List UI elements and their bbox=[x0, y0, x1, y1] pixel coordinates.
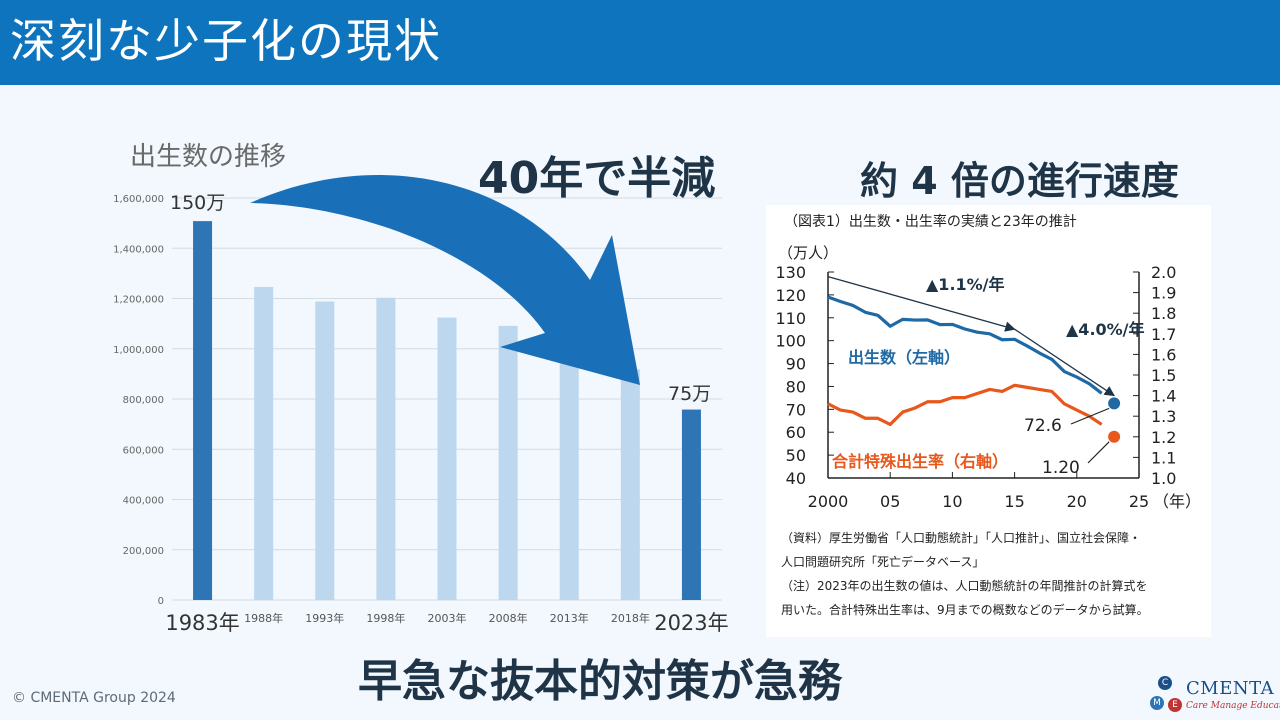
logo-dot-e: E bbox=[1168, 698, 1182, 712]
decline-arrow bbox=[250, 174, 640, 385]
x-tick-label: 05 bbox=[880, 492, 900, 511]
logo-dot-m: M bbox=[1150, 696, 1164, 710]
left-tick-label: 70 bbox=[786, 400, 806, 419]
bar-1983年 bbox=[193, 221, 213, 601]
bar-1993年 bbox=[315, 301, 335, 600]
bar-1988年 bbox=[254, 286, 274, 600]
left-tick-label: 100 bbox=[775, 332, 806, 351]
trend-arrow bbox=[1014, 328, 1115, 397]
right-tick-label: 1.3 bbox=[1151, 407, 1176, 426]
callout-line-births bbox=[1070, 407, 1110, 425]
birth-count-bar-chart: 出生数の推移 0 200,000 400,000 600,000 800,000 1,000… bbox=[113, 142, 729, 635]
y-tick-label: 1,400,000 bbox=[113, 244, 164, 255]
left-tick-label: 80 bbox=[786, 377, 806, 396]
y-tick-label: 1,200,000 bbox=[113, 295, 164, 306]
projection-point-0 bbox=[1108, 397, 1121, 410]
x-tick-label: 1993年 bbox=[305, 611, 344, 625]
right-tick-label: 2.0 bbox=[1151, 263, 1176, 282]
x-tick-label: 2000 bbox=[808, 492, 849, 511]
inset-title: （図表1）出生数・出生率の実績と23年の推計 bbox=[784, 213, 1077, 230]
bar-1998年 bbox=[376, 297, 396, 600]
trend-label: ▲4.0%/年 bbox=[1066, 320, 1145, 339]
left-tick-label: 130 bbox=[775, 263, 806, 282]
x-tick-label: 25 bbox=[1129, 492, 1149, 511]
x-tick-label: 2003年 bbox=[428, 611, 467, 625]
logo-dot-c: C bbox=[1158, 676, 1172, 690]
bar-2003年 bbox=[437, 317, 457, 600]
x-tick-label: 2013年 bbox=[550, 611, 589, 625]
cmenta-logo: C M E CMENTA Care Manage Educate bbox=[1148, 674, 1280, 718]
x-tick-label: 2023年 bbox=[654, 611, 728, 635]
projection-label-tfr: 1.20 bbox=[1042, 458, 1080, 478]
x-tick-label: 2018年 bbox=[611, 611, 650, 625]
copyright: © CMENTA Group 2024 bbox=[12, 690, 176, 706]
y-tick-label: 0 bbox=[158, 596, 164, 607]
headline-bottom: 早急な抜本的対策が急務 bbox=[358, 656, 842, 707]
x-tick-label: 10 bbox=[942, 492, 962, 511]
source-note-1: （資料）厚生労働省「人口動態統計」「人口推計」、国立社会保障・ bbox=[781, 531, 1142, 545]
right-tick-label: 1.2 bbox=[1151, 428, 1176, 447]
bar-2023年 bbox=[681, 409, 701, 600]
x-tick-label: 20 bbox=[1067, 492, 1087, 511]
bar-2008年 bbox=[498, 325, 518, 600]
headline-half: 40年で半減 bbox=[478, 153, 716, 204]
logo-name: CMENTA bbox=[1186, 678, 1275, 699]
note-1: （注）2023年の出生数の値は、人口動態統計の年間推計の計算式を bbox=[781, 579, 1148, 593]
y-tick-label: 600,000 bbox=[123, 445, 164, 456]
left-tick-label: 120 bbox=[775, 286, 806, 305]
y-tick-label: 1,600,000 bbox=[113, 194, 164, 205]
right-tick-label: 1.1 bbox=[1151, 448, 1176, 467]
right-tick-label: 1.7 bbox=[1151, 325, 1176, 344]
right-tick-label: 1.4 bbox=[1151, 387, 1176, 406]
series-line-1 bbox=[827, 383, 1103, 427]
right-tick-label: 1.8 bbox=[1151, 304, 1176, 323]
y-tick-label: 400,000 bbox=[123, 496, 164, 507]
x-tick-label: 15 bbox=[1004, 492, 1024, 511]
page-title: 深刻な少子化の現状 bbox=[10, 14, 442, 68]
title-bar: 深刻な少子化の現状 bbox=[0, 0, 1280, 85]
bar-chart-title: 出生数の推移 bbox=[130, 142, 286, 172]
y-tick-label: 200,000 bbox=[123, 546, 164, 557]
x-tick-label: 1988年 bbox=[244, 611, 283, 625]
headline-pace: 約 4 倍の進行速度 bbox=[860, 159, 1179, 203]
x-axis-unit: （年） bbox=[1153, 492, 1201, 511]
left-tick-label: 90 bbox=[786, 355, 806, 374]
left-tick-label: 40 bbox=[786, 469, 806, 488]
left-tick-label: 110 bbox=[775, 309, 806, 328]
start-value-label: 150万 bbox=[170, 192, 225, 214]
callout-line-tfr bbox=[1087, 441, 1110, 464]
source-note-2: 人口問題研究所「死亡データベース」 bbox=[781, 555, 985, 569]
x-tick-label: 2008年 bbox=[489, 611, 528, 625]
left-tick-label: 60 bbox=[786, 423, 806, 442]
right-tick-label: 1.9 bbox=[1151, 284, 1176, 303]
series-label-0: 出生数（左軸） bbox=[848, 348, 960, 367]
projection-point-1 bbox=[1108, 430, 1121, 443]
series-line-0 bbox=[827, 295, 1103, 395]
logo-tagline: Care Manage Educate bbox=[1186, 701, 1280, 711]
bar-2013年 bbox=[559, 341, 579, 600]
left-axis-unit: （万人） bbox=[778, 244, 838, 262]
trend-arrow bbox=[827, 275, 1016, 332]
right-tick-label: 1.0 bbox=[1151, 469, 1176, 488]
inset-line-chart-panel: （図表1）出生数・出生率の実績と23年の推計 （万人） 40 50 60 70 80 90 10… bbox=[766, 205, 1211, 637]
right-tick-label: 1.6 bbox=[1151, 345, 1176, 364]
projection-label-births: 72.6 bbox=[1024, 416, 1062, 436]
x-tick-label: 1983年 bbox=[165, 611, 239, 635]
end-value-label: 75万 bbox=[668, 383, 711, 405]
inset-line-chart: （図表1）出生数・出生率の実績と23年の推計 （万人） 40 50 60 70 80 90 10… bbox=[775, 213, 1201, 511]
series-label-1: 合計特殊出生率（右軸） bbox=[832, 452, 1008, 471]
trend-label: ▲1.1%/年 bbox=[926, 275, 1005, 294]
left-tick-label: 50 bbox=[786, 446, 806, 465]
y-tick-label: 1,000,000 bbox=[113, 345, 164, 356]
x-tick-label: 1998年 bbox=[366, 611, 405, 625]
right-tick-label: 1.5 bbox=[1151, 366, 1176, 385]
bar-2018年 bbox=[620, 369, 640, 600]
y-tick-label: 800,000 bbox=[123, 395, 164, 406]
note-2: 用いた。合計特殊出生率は、9月までの概数などのデータから試算。 bbox=[781, 603, 1149, 617]
